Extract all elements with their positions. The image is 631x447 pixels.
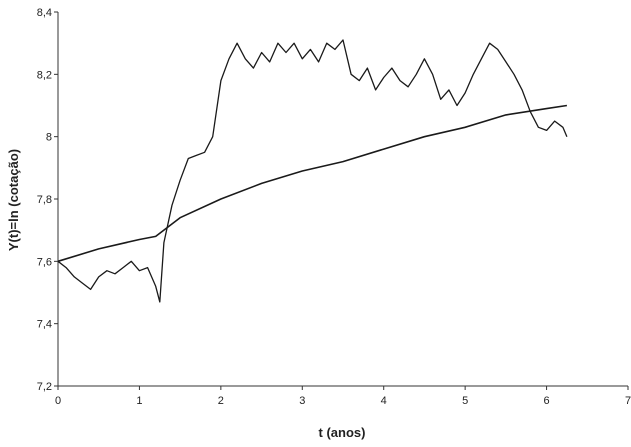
series-line-observed [57,39,568,303]
x-tick-label: 3 [299,395,305,407]
x-tick-label: 2 [218,395,224,407]
x-tick-label: 4 [381,395,387,407]
x-tick-label: 6 [544,395,550,407]
y-axis-title: Y(t)=ln (cotação) [6,149,21,251]
x-tick-label: 1 [136,395,142,407]
y-tick-label: 7,2 [37,381,52,393]
x-tick-label: 5 [462,395,468,407]
x-tick-label: 0 [55,395,61,407]
y-tick-label: 8 [46,132,52,144]
y-tick-label: 7,6 [37,256,52,268]
y-tick-label: 8,4 [37,7,52,19]
y-tick-label: 8,2 [37,69,52,81]
y-tick-label: 7,4 [37,319,52,331]
series-line-trend [57,104,568,263]
x-tick-label: 7 [625,395,631,407]
x-axis-title: t (anos) [319,425,366,440]
y-tick-label: 7,8 [37,194,52,206]
